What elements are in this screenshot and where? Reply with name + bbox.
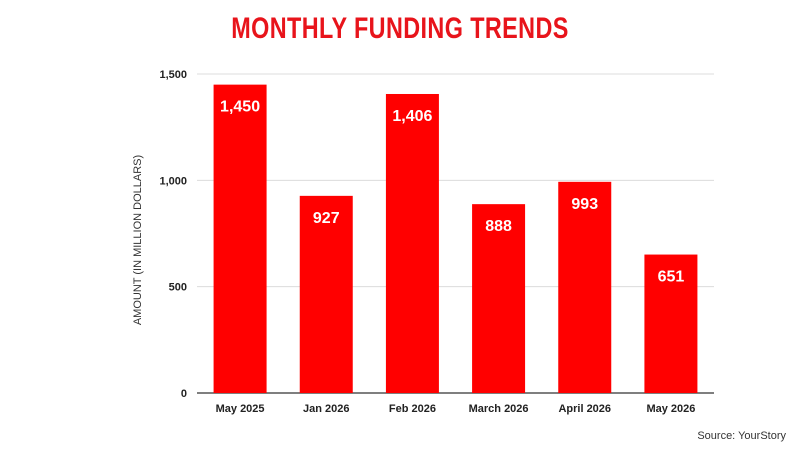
bar-value-label: 1,450 bbox=[220, 99, 260, 116]
bar-value-label: 651 bbox=[658, 269, 685, 286]
y-tick-label: 500 bbox=[169, 282, 187, 294]
bar-value-label: 993 bbox=[571, 196, 598, 213]
bar-value-label: 888 bbox=[485, 218, 512, 235]
x-tick-label: April 2026 bbox=[558, 403, 611, 415]
bar bbox=[213, 84, 267, 393]
y-tick-label: 1,000 bbox=[159, 175, 187, 187]
bar-value-label: 927 bbox=[313, 210, 340, 227]
bar bbox=[644, 254, 698, 393]
bar bbox=[299, 195, 353, 393]
bar bbox=[558, 181, 612, 393]
x-tick-label: Feb 2026 bbox=[389, 403, 436, 415]
bar bbox=[385, 93, 439, 394]
chart-title: MONTHLY FUNDING TRENDS bbox=[231, 12, 569, 45]
gridlines bbox=[197, 73, 714, 394]
x-tick-label: May 2025 bbox=[216, 403, 265, 415]
x-tick-label: March 2026 bbox=[469, 403, 529, 415]
axes: 0 500 1,000 1,500 May 2025 Jan 2026 Feb 2026 Ma… bbox=[159, 69, 695, 415]
y-axis-title: AMOUNT (IN MILLION DOLLARS) bbox=[132, 155, 144, 325]
bar-value-label: 1,406 bbox=[392, 108, 432, 125]
bars: 1,450 927 1,406 888 993 651 bbox=[213, 84, 698, 394]
bar bbox=[472, 204, 526, 393]
source-note: Source: YourStory bbox=[697, 430, 786, 442]
x-tick-label: Jan 2026 bbox=[303, 403, 349, 415]
y-tick-label: 1,500 bbox=[159, 69, 187, 81]
x-tick-label: May 2026 bbox=[646, 403, 695, 415]
y-tick-label: 0 bbox=[181, 388, 187, 400]
